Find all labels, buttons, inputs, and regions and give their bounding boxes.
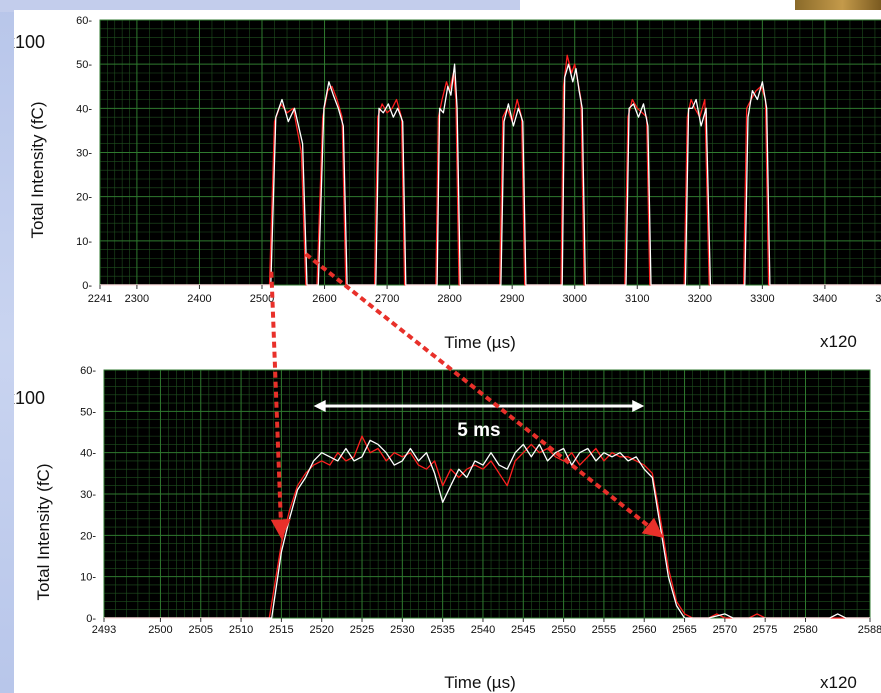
- series-line-1: [100, 63, 881, 286]
- x-tick-label: 2510: [229, 624, 253, 636]
- x-tick-label: 2500: [250, 293, 274, 305]
- x-tick-label: 2515: [269, 624, 293, 636]
- x-tick-label: 2800: [437, 293, 461, 305]
- slide-top-stripe: [0, 0, 520, 12]
- top-series-group: [100, 54, 881, 286]
- x-tick-label: 2400: [187, 293, 211, 305]
- x-tick-label: 2540: [471, 624, 495, 636]
- x-tick-label: 2505: [189, 624, 213, 636]
- y-tick-label: 20-: [80, 530, 96, 542]
- x-tick-label: 2600: [312, 293, 336, 305]
- y-tick-label: 20-: [76, 192, 92, 204]
- bottom-y-axis-label: Total Intensity (fC): [34, 464, 53, 601]
- x-tick-label: 2535: [430, 624, 454, 636]
- x-tick-label: 2565: [672, 624, 696, 636]
- y-tick-label: 0-: [86, 613, 96, 625]
- top-chart-panel: 2241 2300 2400 2500 2600 2700 2800 2900 3000 3100…: [14, 10, 881, 352]
- x-tick-label: 3500: [875, 293, 881, 305]
- duration-label: 5 ms: [457, 420, 500, 441]
- bottom-x-multiplier: x120: [820, 673, 857, 692]
- x-tick-label: 2545: [511, 624, 535, 636]
- y-tick-label: 30-: [76, 148, 92, 160]
- x-tick-label: 2588: [858, 624, 881, 636]
- top-x-axis-label: Time (µs): [444, 333, 516, 352]
- x-tick-label: 2520: [309, 624, 333, 636]
- top-y-multiplier: x100: [14, 32, 45, 52]
- bottom-y-multiplier: x100: [14, 388, 45, 408]
- x-tick-label: 2575: [753, 624, 777, 636]
- y-tick-label: 0-: [82, 280, 92, 292]
- x-tick-label: 2900: [500, 293, 524, 305]
- x-tick-label: 2700: [375, 293, 399, 305]
- x-tick-label: 3100: [625, 293, 649, 305]
- y-tick-label: 10-: [80, 572, 96, 584]
- x-tick-label: 2560: [632, 624, 656, 636]
- x-tick-label: 2530: [390, 624, 414, 636]
- slide-left-stripe: [0, 0, 14, 693]
- y-tick-label: 30-: [80, 489, 96, 501]
- x-tick-label: 2300: [125, 293, 149, 305]
- y-tick-label: 50-: [76, 59, 92, 71]
- y-tick-label: 60-: [80, 365, 96, 377]
- bottom-tick-labels: 2493 2500 2505 2510 2515 2520 2525 2530 2535 2540…: [80, 365, 881, 636]
- x-tick-label: 2570: [713, 624, 737, 636]
- y-tick-label: 40-: [80, 448, 96, 460]
- x-tick-label: 2525: [350, 624, 374, 636]
- bottom-chart: 2493 2500 2505 2510 2515 2520 2525 2530 2535 2540…: [14, 365, 881, 692]
- x-tick-label: 2550: [551, 624, 575, 636]
- top-y-axis-label: Total Intensity (fC): [28, 102, 47, 239]
- x-tick-label: 2500: [148, 624, 172, 636]
- x-tick-label: 2493: [92, 624, 116, 636]
- top-chart: 2241 2300 2400 2500 2600 2700 2800 2900 3000 3100…: [14, 15, 881, 352]
- x-tick-label: 3000: [562, 293, 586, 305]
- bottom-chart-panel: 2493 2500 2505 2510 2515 2520 2525 2530 2535 2540…: [14, 352, 881, 693]
- bottom-x-axis-label: Time (µs): [444, 673, 516, 692]
- y-tick-label: 50-: [80, 406, 96, 418]
- x-tick-label: 3300: [750, 293, 774, 305]
- x-tick-label: 2241: [88, 293, 112, 305]
- x-tick-label: 2555: [592, 624, 616, 636]
- y-tick-label: 40-: [76, 103, 92, 115]
- y-tick-label: 10-: [76, 236, 92, 248]
- y-tick-label: 60-: [76, 15, 92, 27]
- x-tick-label: 2580: [793, 624, 817, 636]
- x-tick-label: 3400: [813, 293, 837, 305]
- top-x-multiplier: x120: [820, 332, 857, 351]
- x-tick-label: 3200: [688, 293, 712, 305]
